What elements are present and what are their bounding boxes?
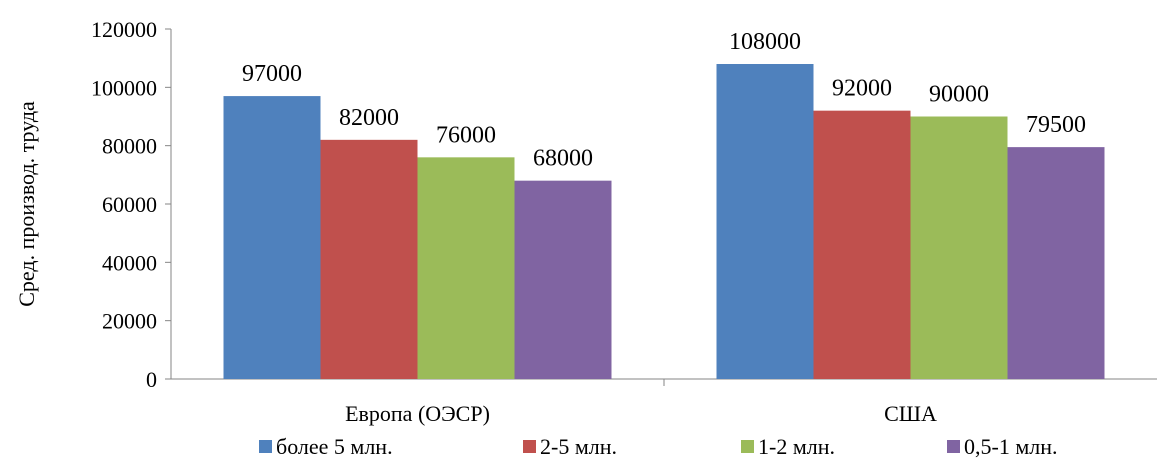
legend-label: 2-5 млн. [540,434,617,459]
bar [514,180,612,379]
y-tick-label: 120000 [91,17,157,42]
x-tick-labels: Европа (ОЭСР) США [345,401,937,426]
bar [716,64,814,379]
x-tick-label: Европа (ОЭСР) [345,401,490,426]
y-tick-label: 80000 [102,134,157,159]
bars [223,64,1105,380]
x-tick-label: США [884,401,937,426]
data-labels: 97000 82000 76000 68000 108000 92000 90000 7950… [242,29,1086,172]
data-label: 76000 [436,122,496,148]
axes: 0 20000 40000 60000 80000 100000 120000 [91,17,1157,392]
y-tick-label: 40000 [102,250,157,275]
y-tick-label: 60000 [102,192,157,217]
bar [223,96,321,379]
data-label: 82000 [339,105,399,131]
data-label: 108000 [729,29,801,55]
data-label: 90000 [929,82,989,108]
legend: более 5 млн. 2-5 млн. 1-2 млн. 0,5-1 млн. [259,434,1058,459]
y-axis-title: Сред. производ. труда [14,101,39,307]
legend-swatch [947,440,960,453]
bar [320,139,418,379]
data-label: 79500 [1026,112,1086,138]
y-tick-label: 100000 [91,75,157,100]
data-label: 92000 [832,76,892,102]
legend-label: 0,5-1 млн. [964,434,1058,459]
y-tick-label: 20000 [102,309,157,334]
legend-swatch [741,440,754,453]
legend-swatch [523,440,536,453]
bar [1007,147,1105,379]
bar [910,116,1008,379]
data-label: 97000 [242,61,302,87]
y-tick-label: 0 [146,367,157,392]
legend-label: 1-2 млн. [758,434,835,459]
data-label: 68000 [533,146,593,172]
legend-label: более 5 млн. [276,434,393,459]
legend-swatch [259,440,272,453]
bar [417,157,515,379]
bar [813,110,911,380]
